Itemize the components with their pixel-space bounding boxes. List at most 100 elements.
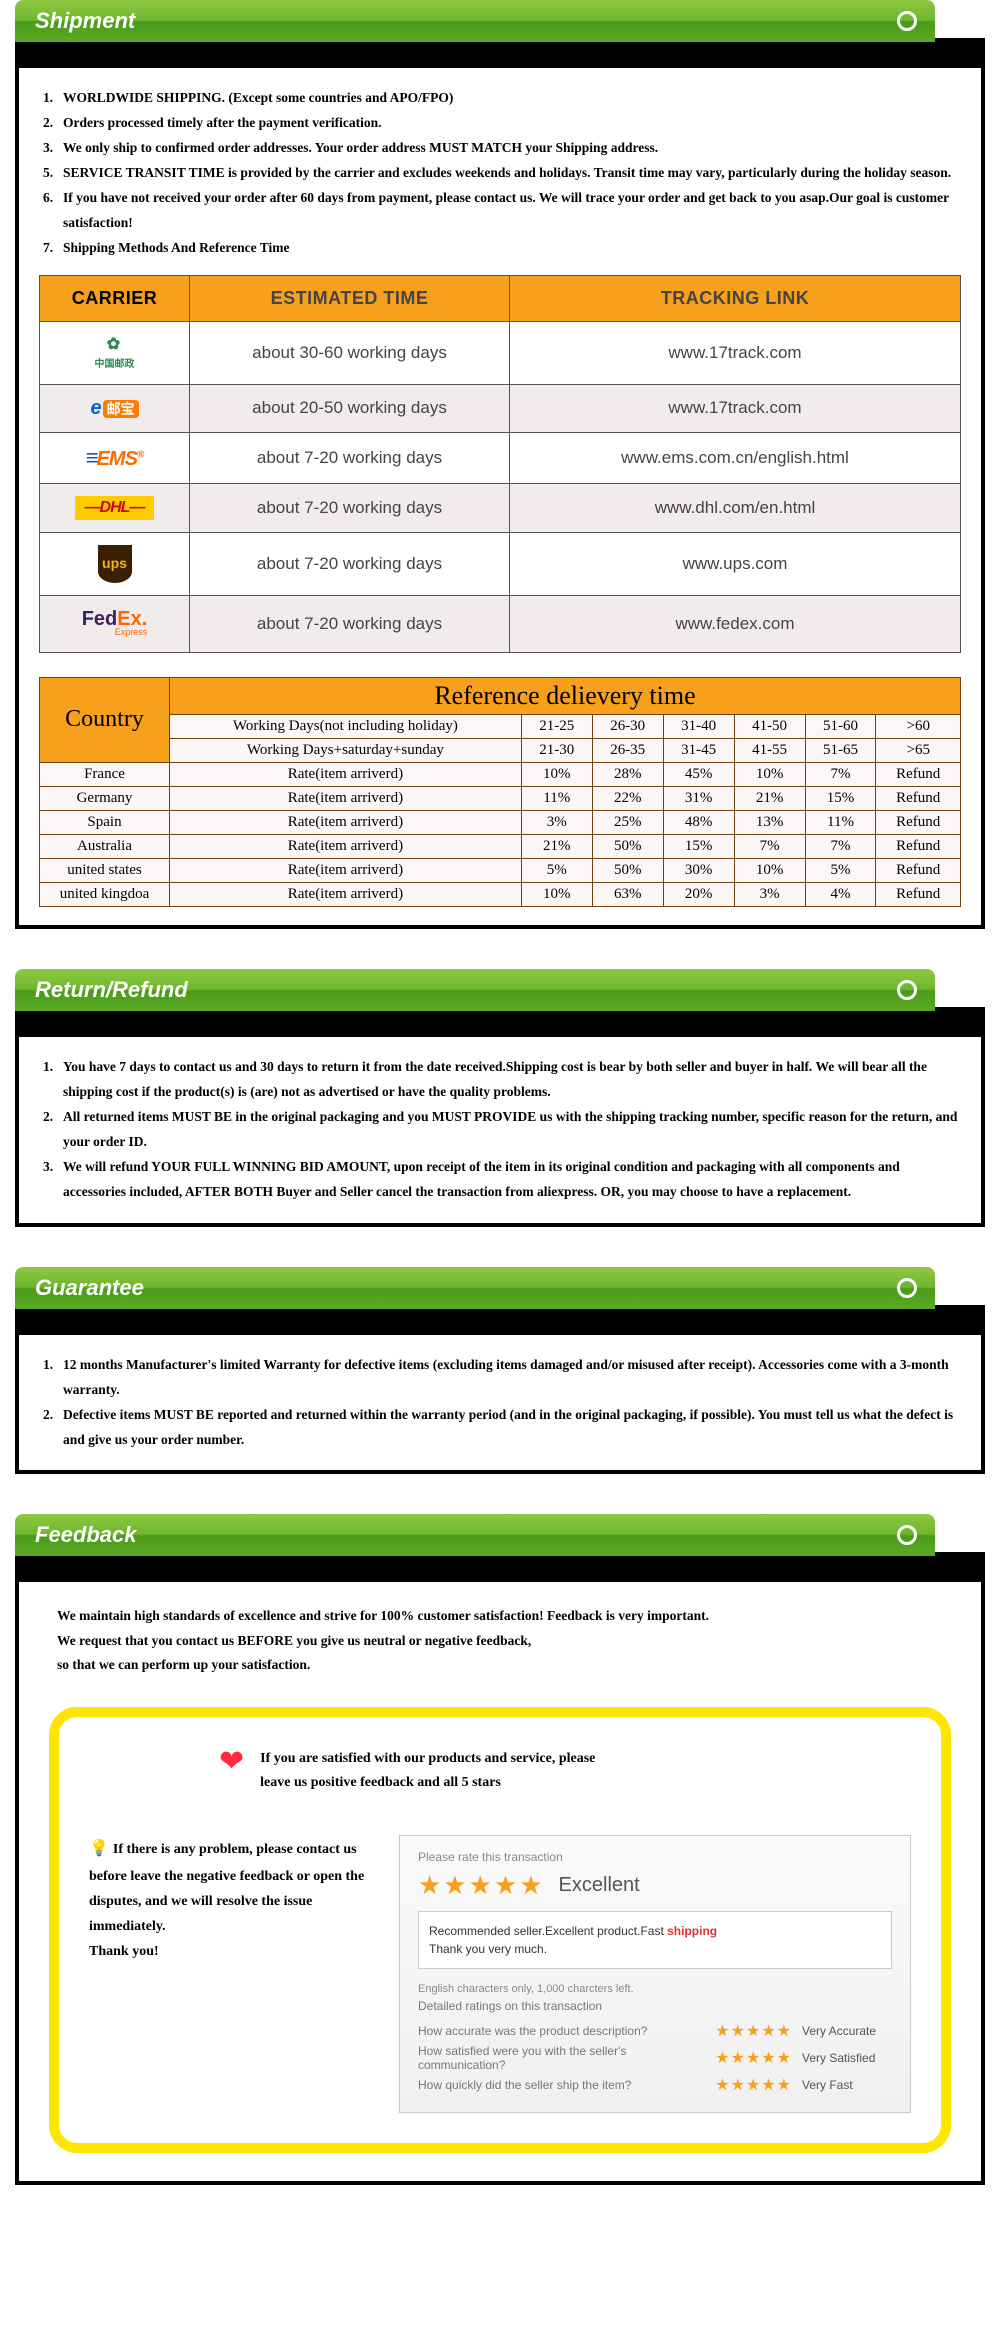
- item-text: If you have not received your order afte…: [63, 186, 961, 236]
- stars-row: ★★★★★ Excellent: [418, 1870, 892, 1901]
- link-cell: www.fedex.com: [510, 595, 961, 652]
- rate-cell: Refund: [876, 762, 961, 786]
- item-number: 3.: [43, 1155, 63, 1205]
- rate-cell: Refund: [876, 834, 961, 858]
- dsr-l2: Very Satisfied: [802, 2051, 892, 2065]
- return-section: Return/Refund 1.You have 7 days to conta…: [0, 969, 1000, 1227]
- range-cell: 41-55: [734, 738, 805, 762]
- dsr-row-1: How accurate was the product description…: [418, 2021, 892, 2041]
- fb-intro-1: We maintain high standards of excellence…: [57, 1604, 951, 1628]
- item-text: We only ship to confirmed order addresse…: [63, 136, 961, 161]
- table-row: e邮宝 about 20-50 working dayswww.17track.c…: [40, 384, 961, 432]
- range-cell: 26-30: [592, 714, 663, 738]
- link-cell: www.17track.com: [510, 384, 961, 432]
- rate-label-cell: Rate(item arriverd): [170, 762, 522, 786]
- carrier-cell: e邮宝: [40, 384, 190, 432]
- fb-left-text: If there is any problem, please contact …: [89, 1842, 364, 1934]
- range-cell: 51-60: [805, 714, 876, 738]
- rate-cell: 63%: [592, 882, 663, 906]
- rate-cell: Refund: [876, 858, 961, 882]
- carrier-cell: EMS®: [40, 432, 190, 483]
- fedex-logo-icon: FedEx.Express: [82, 608, 148, 637]
- rate-cell: 5%: [521, 858, 592, 882]
- table-row: SpainRate(item arriverd)3%25%48%13%11%Re…: [40, 810, 961, 834]
- heart-icon: ❤: [219, 1747, 244, 1777]
- char-note: English characters only, 1,000 charcters…: [418, 1983, 892, 1995]
- list-item: 6.If you have not received your order af…: [43, 186, 961, 236]
- rate-cell: 50%: [592, 834, 663, 858]
- rate-cell: 3%: [734, 882, 805, 906]
- table-row: upsabout 7-20 working dayswww.ups.com: [40, 532, 961, 595]
- dsr-q1: How accurate was the product description…: [418, 2024, 705, 2038]
- dsr-l1: Very Accurate: [802, 2024, 892, 2038]
- rate-cell: 11%: [805, 810, 876, 834]
- list-item: 1.12 months Manufacturer's limited Warra…: [43, 1353, 961, 1403]
- rating-card: Please rate this transaction ★★★★★ Excel…: [399, 1835, 911, 2113]
- rate-cell: Refund: [876, 786, 961, 810]
- shipment-section: Shipment 1.WORLDWIDE SHIPPING. (Except s…: [0, 0, 1000, 929]
- list-item: 7.Shipping Methods And Reference Time: [43, 236, 961, 261]
- rate-label-cell: Rate(item arriverd): [170, 858, 522, 882]
- eyoubao-logo-icon: e邮宝: [90, 397, 138, 420]
- shipment-list: 1.WORLDWIDE SHIPPING. (Except some count…: [39, 86, 961, 261]
- table-row: GermanyRate(item arriverd)11%22%31%21%15…: [40, 786, 961, 810]
- country-cell: Germany: [40, 786, 170, 810]
- range-cell: 41-50: [734, 714, 805, 738]
- country-cell: Australia: [40, 834, 170, 858]
- country-cell: united kingdoa: [40, 882, 170, 906]
- fb-top-2: leave us positive feedback and all 5 sta…: [260, 1771, 595, 1795]
- feedback-top: ❤ If you are satisfied with our products…: [89, 1747, 911, 1795]
- item-text: 12 months Manufacturer's limited Warrant…: [63, 1353, 961, 1403]
- rate-cell: 7%: [734, 834, 805, 858]
- dsr-row-3: How quickly did the seller ship the item…: [418, 2075, 892, 2095]
- rate-cell: 22%: [592, 786, 663, 810]
- time-cell: about 7-20 working days: [190, 595, 510, 652]
- feedback-yellow-box: ❤ If you are satisfied with our products…: [49, 1707, 951, 2153]
- fb-top-1: If you are satisfied with our products a…: [260, 1747, 595, 1771]
- table-row: EMS®about 7-20 working dayswww.ems.com.c…: [40, 432, 961, 483]
- link-cell: www.ems.com.cn/english.html: [510, 432, 961, 483]
- link-cell: www.ups.com: [510, 532, 961, 595]
- country-cell: united states: [40, 858, 170, 882]
- guarantee-header: Guarantee: [15, 1267, 935, 1309]
- item-text: You have 7 days to contact us and 30 day…: [63, 1055, 961, 1105]
- carrier-cell: —DHL—: [40, 483, 190, 532]
- range-cell: 26-35: [592, 738, 663, 762]
- list-item: 2.All returned items MUST BE in the orig…: [43, 1105, 961, 1155]
- deliv-country-header: Country: [40, 677, 170, 762]
- wd2-label: Working Days+saturday+sunday: [170, 738, 522, 762]
- comment-ship: shipping: [667, 1924, 717, 1938]
- rate-label-cell: Rate(item arriverd): [170, 834, 522, 858]
- fb-intro-3: so that we can perform up your satisfact…: [57, 1653, 951, 1677]
- rate-cell: 20%: [663, 882, 734, 906]
- list-item: 3.We will refund YOUR FULL WINNING BID A…: [43, 1155, 961, 1205]
- list-item: 2.Orders processed timely after the paym…: [43, 111, 961, 136]
- carrier-cell: ups: [40, 532, 190, 595]
- list-item: 1.WORLDWIDE SHIPPING. (Except some count…: [43, 86, 961, 111]
- feedback-left: 💡If there is any problem, please contact…: [89, 1835, 369, 1965]
- dsr-head: Detailed ratings on this transaction: [418, 1999, 892, 2013]
- stars-icon: ★★★★★: [715, 2048, 792, 2068]
- item-number: 1.: [43, 1353, 63, 1403]
- time-cell: about 20-50 working days: [190, 384, 510, 432]
- item-number: 2.: [43, 1105, 63, 1155]
- guarantee-section: Guarantee 1.12 months Manufacturer's lim…: [0, 1267, 1000, 1475]
- item-number: 1.: [43, 86, 63, 111]
- time-cell: about 7-20 working days: [190, 432, 510, 483]
- item-number: 2.: [43, 111, 63, 136]
- link-th: TRACKING LINK: [510, 275, 961, 321]
- bulb-icon: 💡: [89, 1840, 109, 1857]
- rate-label-cell: Rate(item arriverd): [170, 882, 522, 906]
- rate-cell: 7%: [805, 834, 876, 858]
- return-header: Return/Refund: [15, 969, 935, 1011]
- rate-cell: 11%: [521, 786, 592, 810]
- item-number: 6.: [43, 186, 63, 236]
- country-cell: Spain: [40, 810, 170, 834]
- rate-label-cell: Rate(item arriverd): [170, 786, 522, 810]
- feedback-body: We maintain high standards of excellence…: [15, 1552, 985, 2184]
- rate-cell: 30%: [663, 858, 734, 882]
- rate-cell: 31%: [663, 786, 734, 810]
- rating-prompt: Please rate this transaction: [418, 1850, 892, 1864]
- dhl-logo-icon: —DHL—: [75, 496, 155, 520]
- rate-cell: 15%: [663, 834, 734, 858]
